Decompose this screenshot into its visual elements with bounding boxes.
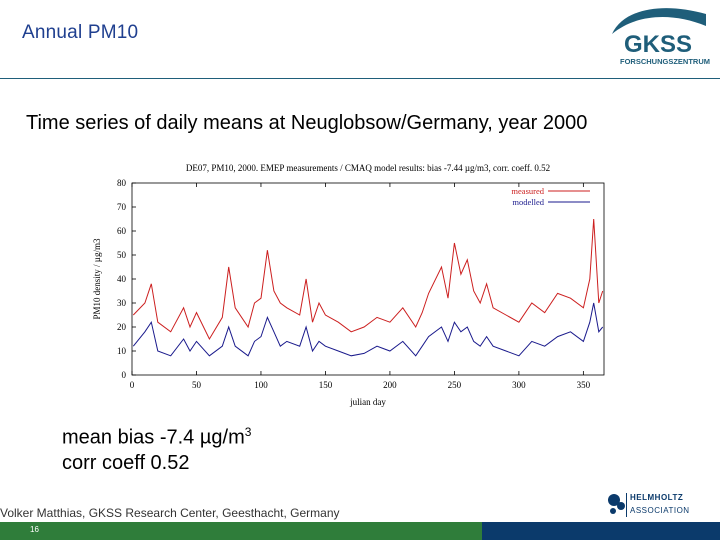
chart-container: DE07, PM10, 2000. EMEP measurements / CM… (84, 155, 624, 415)
mean-bias-unit-exponent: 3 (244, 425, 252, 439)
y-tick-label: 40 (117, 274, 127, 284)
mean-bias-line: mean bias -7.4 µg/m3 (62, 420, 251, 451)
legend-label-measured: measured (511, 186, 544, 196)
y-axis-label: PM10 density / µg/m3 (92, 238, 102, 319)
legend-label-modelled: modelled (512, 197, 544, 207)
x-tick-label: 0 (130, 380, 135, 390)
y-tick-label: 80 (117, 178, 127, 188)
mean-bias-prefix: mean bias -7.4 (62, 426, 200, 449)
footer-bar: 16 (0, 522, 720, 540)
helmholtz-association: ASSOCIATION (630, 506, 690, 515)
series-line-modelled (132, 302, 604, 357)
mu-symbol: µ (199, 426, 212, 449)
x-tick-label: 350 (577, 380, 591, 390)
x-tick-label: 50 (192, 380, 202, 390)
gkss-logo: GKSS FORSCHUNGSZENTRUM (612, 8, 710, 66)
x-tick-label: 200 (383, 380, 397, 390)
footer-author: Volker Matthias, GKSS Research Center, G… (0, 506, 340, 520)
y-tick-label: 30 (117, 298, 127, 308)
y-tick-label: 60 (117, 226, 127, 236)
page-number: 16 (30, 525, 39, 534)
y-tick-label: 50 (117, 250, 127, 260)
y-tick-label: 20 (117, 322, 127, 332)
corr-coeff-line: corr coeff 0.52 (62, 451, 190, 474)
gkss-swoosh (612, 8, 706, 34)
gkss-logo-text: GKSS (624, 31, 692, 58)
mean-bias-unit: g/m (211, 426, 245, 449)
slide-subtitle: Time series of daily means at Neuglobsow… (26, 112, 588, 134)
y-tick-label: 0 (122, 370, 127, 380)
plot-frame (131, 182, 605, 376)
stats-block: mean bias -7.4 µg/m3 corr coeff 0.52 (62, 420, 251, 476)
chart-title: DE07, PM10, 2000. EMEP measurements / CM… (186, 163, 550, 173)
footer-bar-green (0, 522, 482, 540)
pm10-time-series-chart: DE07, PM10, 2000. EMEP measurements / CM… (92, 163, 605, 407)
x-tick-label: 150 (319, 380, 333, 390)
header-rule (0, 78, 720, 79)
x-tick-label: 100 (254, 380, 268, 390)
helmholtz-logo-icon (608, 494, 625, 514)
helmholtz-divider (626, 493, 627, 517)
x-axis-label: julian day (349, 397, 386, 407)
gkss-logo-subtitle: FORSCHUNGSZENTRUM (620, 57, 710, 66)
x-tick-label: 250 (448, 380, 462, 390)
y-tick-label: 70 (117, 202, 127, 212)
x-tick-label: 300 (512, 380, 526, 390)
series-line-measured (132, 218, 604, 341)
y-tick-label: 10 (117, 346, 127, 356)
slide-title: Annual PM10 (22, 22, 139, 43)
helmholtz-name: HELMHOLTZ (630, 493, 684, 502)
